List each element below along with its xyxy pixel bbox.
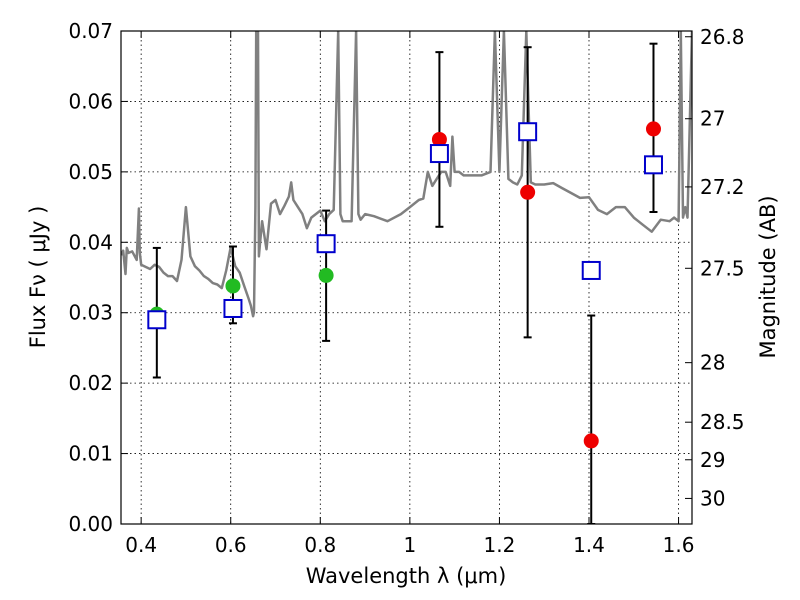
model-photometry-square bbox=[316, 234, 336, 254]
observed-green-point bbox=[318, 267, 334, 283]
mag-tick-label: 30 bbox=[700, 486, 725, 510]
model-photometry-square bbox=[643, 155, 663, 175]
model-photometry-square bbox=[147, 310, 167, 330]
mag-tick-label: 27 bbox=[700, 107, 725, 131]
y-tick-label: 0.02 bbox=[68, 371, 113, 395]
y-tick-label: 0.01 bbox=[68, 442, 113, 466]
mag-tick-label: 27.5 bbox=[700, 256, 745, 280]
tick-labels: 0.4 0.6 0.8 1 1.2 1.4 1.6 0.00 0.01 0.02 0.03 0.04 0… bbox=[68, 19, 744, 557]
model-photometry-square bbox=[518, 122, 538, 142]
x-tick-label: 0.6 bbox=[215, 533, 247, 557]
marker-layer bbox=[147, 121, 663, 449]
y-tick-label: 0.06 bbox=[68, 89, 113, 113]
observed-red-point bbox=[583, 433, 599, 449]
y-tick-label: 0.03 bbox=[68, 301, 113, 325]
x-tick-label: 1.2 bbox=[484, 533, 516, 557]
grid bbox=[121, 31, 692, 524]
ticks bbox=[121, 30, 692, 525]
mag-tick-label: 27.2 bbox=[700, 175, 745, 199]
x-tick-label: 1 bbox=[403, 533, 416, 557]
spectrum-layer bbox=[121, 31, 692, 318]
y2-axis-label: Magnitude (AB) bbox=[756, 195, 780, 358]
mag-tick-label: 29 bbox=[700, 448, 725, 472]
y-axis-label: Flux Fν ( μJy ) bbox=[26, 206, 50, 349]
x-tick-label: 1.6 bbox=[663, 533, 695, 557]
mag-tick-label: 28 bbox=[700, 351, 725, 375]
y-tick-label: 0.07 bbox=[68, 19, 113, 43]
observed-green-point bbox=[225, 278, 241, 294]
x-tick-label: 0.8 bbox=[304, 533, 336, 557]
model-photometry-square bbox=[581, 260, 601, 280]
observed-red-point bbox=[520, 184, 536, 200]
observed-red-point bbox=[645, 121, 661, 137]
mag-tick-label: 26.8 bbox=[700, 25, 745, 49]
y-tick-label: 0.00 bbox=[68, 512, 113, 536]
plot-frame bbox=[120, 30, 693, 525]
model-photometry-square bbox=[223, 298, 243, 318]
x-tick-label: 1.4 bbox=[573, 533, 605, 557]
x-tick-label: 0.4 bbox=[125, 533, 157, 557]
model-photometry-square bbox=[429, 144, 449, 164]
mag-tick-label: 28.5 bbox=[700, 410, 745, 434]
x-axis-label: Wavelength λ (μm) bbox=[306, 564, 507, 588]
y-tick-label: 0.05 bbox=[68, 160, 113, 184]
y-tick-label: 0.04 bbox=[68, 230, 113, 254]
spectrum-line bbox=[121, 31, 692, 318]
observed-red-point bbox=[431, 131, 447, 147]
